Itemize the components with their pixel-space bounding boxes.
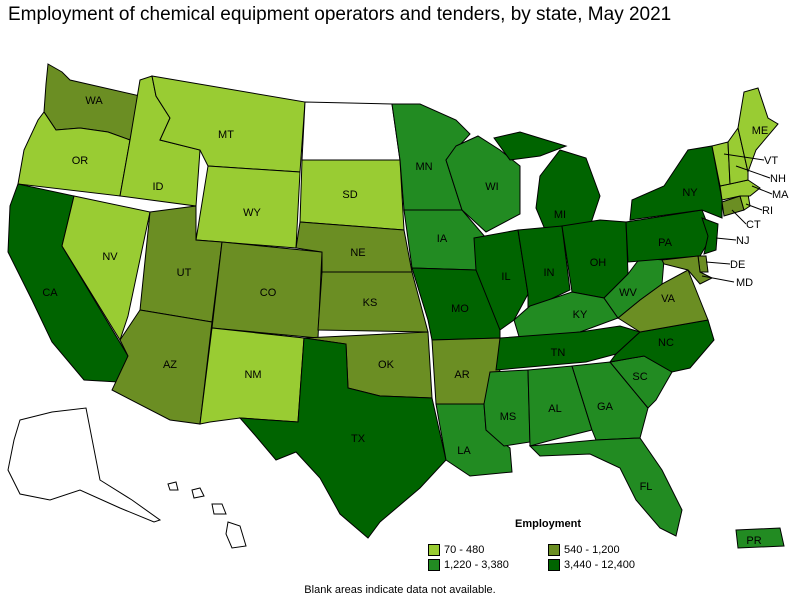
label-PR: PR <box>746 535 761 547</box>
label-OH: OH <box>590 257 607 269</box>
label-WY: WY <box>243 207 261 219</box>
legend-label: 3,440 - 12,400 <box>564 558 635 571</box>
state-AL <box>527 365 593 447</box>
legend-label: 540 - 1,200 <box>564 543 620 556</box>
label-MO: MO <box>451 303 469 315</box>
label-GA: GA <box>597 401 614 413</box>
state-NJ <box>701 217 719 255</box>
state-NY <box>629 145 723 221</box>
legend-swatch <box>548 543 560 556</box>
legend-swatch <box>428 543 440 556</box>
label-KS: KS <box>363 297 378 309</box>
label-AL: AL <box>548 403 561 415</box>
legend-title: Employment <box>514 518 581 530</box>
legend-label: 70 - 480 <box>444 543 485 556</box>
label-WI: WI <box>485 181 498 193</box>
label-NY: NY <box>682 187 698 199</box>
label-CO: CO <box>260 287 277 299</box>
legend-swatch <box>548 558 560 571</box>
label-NJ: NJ <box>736 235 749 247</box>
state-MS <box>483 369 531 447</box>
label-VT: VT <box>764 155 778 167</box>
label-VA: VA <box>661 293 676 305</box>
label-OR: OR <box>72 155 89 167</box>
label-CA: CA <box>42 287 58 299</box>
map-title: Employment of chemical equipment operato… <box>8 4 672 25</box>
label-MS: MS <box>500 411 517 423</box>
label-CT: CT <box>746 219 761 231</box>
state-FL <box>528 437 683 537</box>
state-TX <box>238 337 447 539</box>
label-ID: ID <box>153 181 164 193</box>
legend-item: 1,220 - 3,380 <box>428 557 548 572</box>
state-MD <box>661 255 714 285</box>
legend: Employment 70 - 480 540 - 1,200 1,220 - … <box>428 518 668 572</box>
state-HI <box>167 481 247 549</box>
label-DE: DE <box>730 259 745 271</box>
label-MT: MT <box>218 129 234 141</box>
label-AZ: AZ <box>163 359 177 371</box>
label-TX: TX <box>351 433 366 445</box>
label-IN: IN <box>544 267 555 279</box>
label-SD: SD <box>342 189 357 201</box>
label-PA: PA <box>658 237 673 249</box>
label-NV: NV <box>102 251 118 263</box>
label-UT: UT <box>177 267 192 279</box>
footnote: Blank areas indicate data not available. <box>304 584 496 596</box>
state-AZ <box>111 309 213 425</box>
legend-item: 540 - 1,200 <box>548 542 668 557</box>
state-NV <box>61 195 151 342</box>
label-IA: IA <box>437 233 448 245</box>
label-ME: ME <box>752 125 769 137</box>
label-IL: IL <box>501 271 510 283</box>
label-MD: MD <box>736 277 753 289</box>
label-WV: WV <box>619 287 637 299</box>
label-LA: LA <box>457 445 471 457</box>
label-MN: MN <box>415 161 432 173</box>
legend-swatch <box>428 558 440 571</box>
label-OK: OK <box>378 359 395 371</box>
legend-label: 1,220 - 3,380 <box>444 558 509 571</box>
state-MI <box>493 131 601 233</box>
state-AK <box>7 407 162 523</box>
label-KY: KY <box>573 309 588 321</box>
label-RI: RI <box>762 205 773 217</box>
label-NH: NH <box>770 173 786 185</box>
legend-item: 70 - 480 <box>428 542 548 557</box>
label-NE: NE <box>350 247 365 259</box>
label-NM: NM <box>244 369 261 381</box>
label-AR: AR <box>454 369 469 381</box>
label-NC: NC <box>658 337 674 349</box>
label-MA: MA <box>772 189 789 201</box>
state-ME <box>737 87 779 174</box>
label-MI: MI <box>554 209 566 221</box>
state-ND <box>301 101 401 161</box>
label-FL: FL <box>640 481 653 493</box>
label-WA: WA <box>85 95 103 107</box>
legend-item: 3,440 - 12,400 <box>548 557 668 572</box>
state-WV <box>603 257 665 319</box>
state-WI <box>445 135 521 233</box>
label-SC: SC <box>632 371 647 383</box>
label-TN: TN <box>551 347 566 359</box>
state-PR <box>735 527 785 549</box>
